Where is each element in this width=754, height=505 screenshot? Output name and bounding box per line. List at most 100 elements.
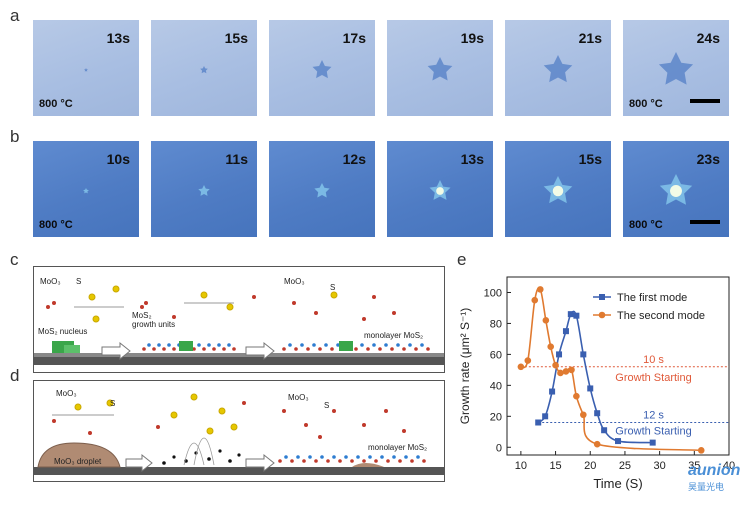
panel-label-c: c <box>10 250 19 269</box>
d-s-label-2: S <box>324 401 330 410</box>
d-s-label: S <box>110 399 116 408</box>
growth-rate-chart: 10 15 20 25 30 35 40 0 20 40 60 80 100 Time (S) Growth… <box>455 255 754 500</box>
schematic-c: MoO₃ S MoS₂ nucleus MoS₂ growth units Mo… <box>33 266 445 373</box>
y-tick-label-3: 60 <box>490 349 502 361</box>
x-axis-label: Time (S) <box>593 476 642 491</box>
legend-marker-1 <box>598 311 606 319</box>
c-moo3-label-2: MoO₃ <box>284 277 305 286</box>
frame-time-b-1: 11s <box>225 151 248 167</box>
frame-b-0: 10s 800 °C <box>33 141 139 237</box>
series-0-point-5 <box>567 311 574 318</box>
scale-bar-a <box>690 99 720 103</box>
y-tick-label-1: 20 <box>490 411 502 423</box>
flake-b-0 <box>83 188 89 194</box>
c-growth-units-label: MoS₂ growth units <box>132 311 176 329</box>
frame-time-a-0: 13s <box>106 30 130 46</box>
watermark-cn: 昊量光电 <box>688 482 725 492</box>
d-monolayer-label: monolayer MoS₂ <box>368 443 428 452</box>
panel-label-d: d <box>10 366 20 385</box>
x-tick-label-3: 25 <box>619 460 631 472</box>
annotation-text-0: 10 s <box>643 354 664 366</box>
series-0-point-2 <box>549 388 556 395</box>
series-1-point-7 <box>557 369 564 377</box>
flake-b-3 <box>429 180 451 200</box>
series-1-point-13 <box>697 447 705 454</box>
frame-temp-b-5: 800 °C <box>629 219 663 231</box>
c-moo3-label: MoO₃ <box>40 277 61 286</box>
series-1-point-12 <box>593 440 601 448</box>
d-droplet-label: MoO₃ droplet <box>54 457 102 466</box>
y-tick-label-4: 80 <box>490 318 502 330</box>
panel-label-b: b <box>10 127 20 146</box>
y-tick-label-0: 0 <box>496 442 502 454</box>
c-nucleus-label: MoS₂ nucleus <box>38 327 88 336</box>
schematic-d-drawing <box>34 393 444 475</box>
c-s-label: S <box>76 277 82 286</box>
series-1-point-0 <box>517 363 525 371</box>
frame-time-b-5: 23s <box>696 151 720 167</box>
annotation-subtext-0: Growth Starting <box>615 372 691 384</box>
frame-a-3: 19s <box>387 20 493 116</box>
series-0-point-10 <box>601 427 608 434</box>
x-tick-label-6: 40 <box>723 460 735 472</box>
frame-time-b-0: 10s <box>106 151 130 167</box>
x-tick-label-5: 35 <box>688 460 700 472</box>
series-0-point-6 <box>573 312 580 319</box>
c-s-label-2: S <box>330 283 336 292</box>
series-1-point-8 <box>562 368 570 375</box>
frame-b-1: 11s <box>151 141 257 237</box>
x-tick-label-2: 20 <box>584 460 596 472</box>
flake-a-0 <box>84 68 88 72</box>
y-axis-label: Growth rate (μm² S⁻¹) <box>458 308 472 425</box>
series-0-point-3 <box>556 351 563 358</box>
legend-label-0: The first mode <box>617 292 687 304</box>
frame-time-b-4: 15s <box>578 151 602 167</box>
scale-bar-b <box>690 220 720 224</box>
series-1-point-3 <box>537 286 544 293</box>
frame-temp-a-0: 800 °C <box>39 98 73 110</box>
series-0-point-12 <box>649 439 656 446</box>
series-0-point-7 <box>580 351 587 358</box>
x-tick-label-4: 30 <box>654 460 666 472</box>
growth-rate-chart-svg: 10 15 20 25 30 35 40 0 20 40 60 80 100 Time (S) Growth… <box>458 276 735 491</box>
series-1-point-6 <box>552 361 559 369</box>
series-1-point-1 <box>524 357 532 364</box>
frame-a-1: 15s <box>151 20 257 116</box>
series-0-point-11 <box>615 438 621 445</box>
flake-b-4 <box>543 176 573 204</box>
annotation-subtext-1: Growth Starting <box>615 425 691 437</box>
image-row-a: 13s 800 °C 15s 17s 19s 21s 24s 800 °C <box>33 20 729 116</box>
frame-b-4: 15s <box>505 141 611 237</box>
frame-time-b-3: 13s <box>460 151 484 167</box>
x-tick-label-0: 10 <box>515 460 527 472</box>
legend-marker-0 <box>599 294 605 300</box>
flake-a-2 <box>312 60 332 79</box>
frame-temp-b-0: 800 °C <box>39 219 73 231</box>
frame-time-a-2: 17s <box>342 30 366 46</box>
flake-b-2 <box>314 183 330 198</box>
chart-frame <box>506 276 730 456</box>
flake-a-5 <box>658 52 694 85</box>
frame-b-2: 12s <box>269 141 375 237</box>
frame-a-4: 21s <box>505 20 611 116</box>
flake-b-1 <box>198 185 210 196</box>
series-0-point-9 <box>594 410 601 417</box>
frame-a-0: 13s 800 °C <box>33 20 139 116</box>
series-1-point-5 <box>547 343 555 350</box>
frame-time-b-2: 12s <box>342 151 366 167</box>
frame-b-5: 23s 800 °C <box>623 141 729 237</box>
series-1-point-10 <box>573 392 580 400</box>
y-tick-label-5: 100 <box>484 287 502 299</box>
c-monolayer-label: monolayer MoS₂ <box>364 331 424 340</box>
d-moo3-label-2: MoO₃ <box>288 393 309 402</box>
frame-time-a-3: 19s <box>460 30 484 46</box>
annotation-text-1: 12 s <box>643 409 664 421</box>
frame-a-2: 17s <box>269 20 375 116</box>
flake-a-3 <box>427 57 453 81</box>
schematic-c-drawing <box>34 285 444 365</box>
flake-b-5 <box>659 174 693 205</box>
series-1-point-4 <box>542 317 550 324</box>
frame-b-3: 13s <box>387 141 493 237</box>
panel-label-e: e <box>457 250 467 269</box>
frame-time-a-5: 24s <box>696 30 720 46</box>
